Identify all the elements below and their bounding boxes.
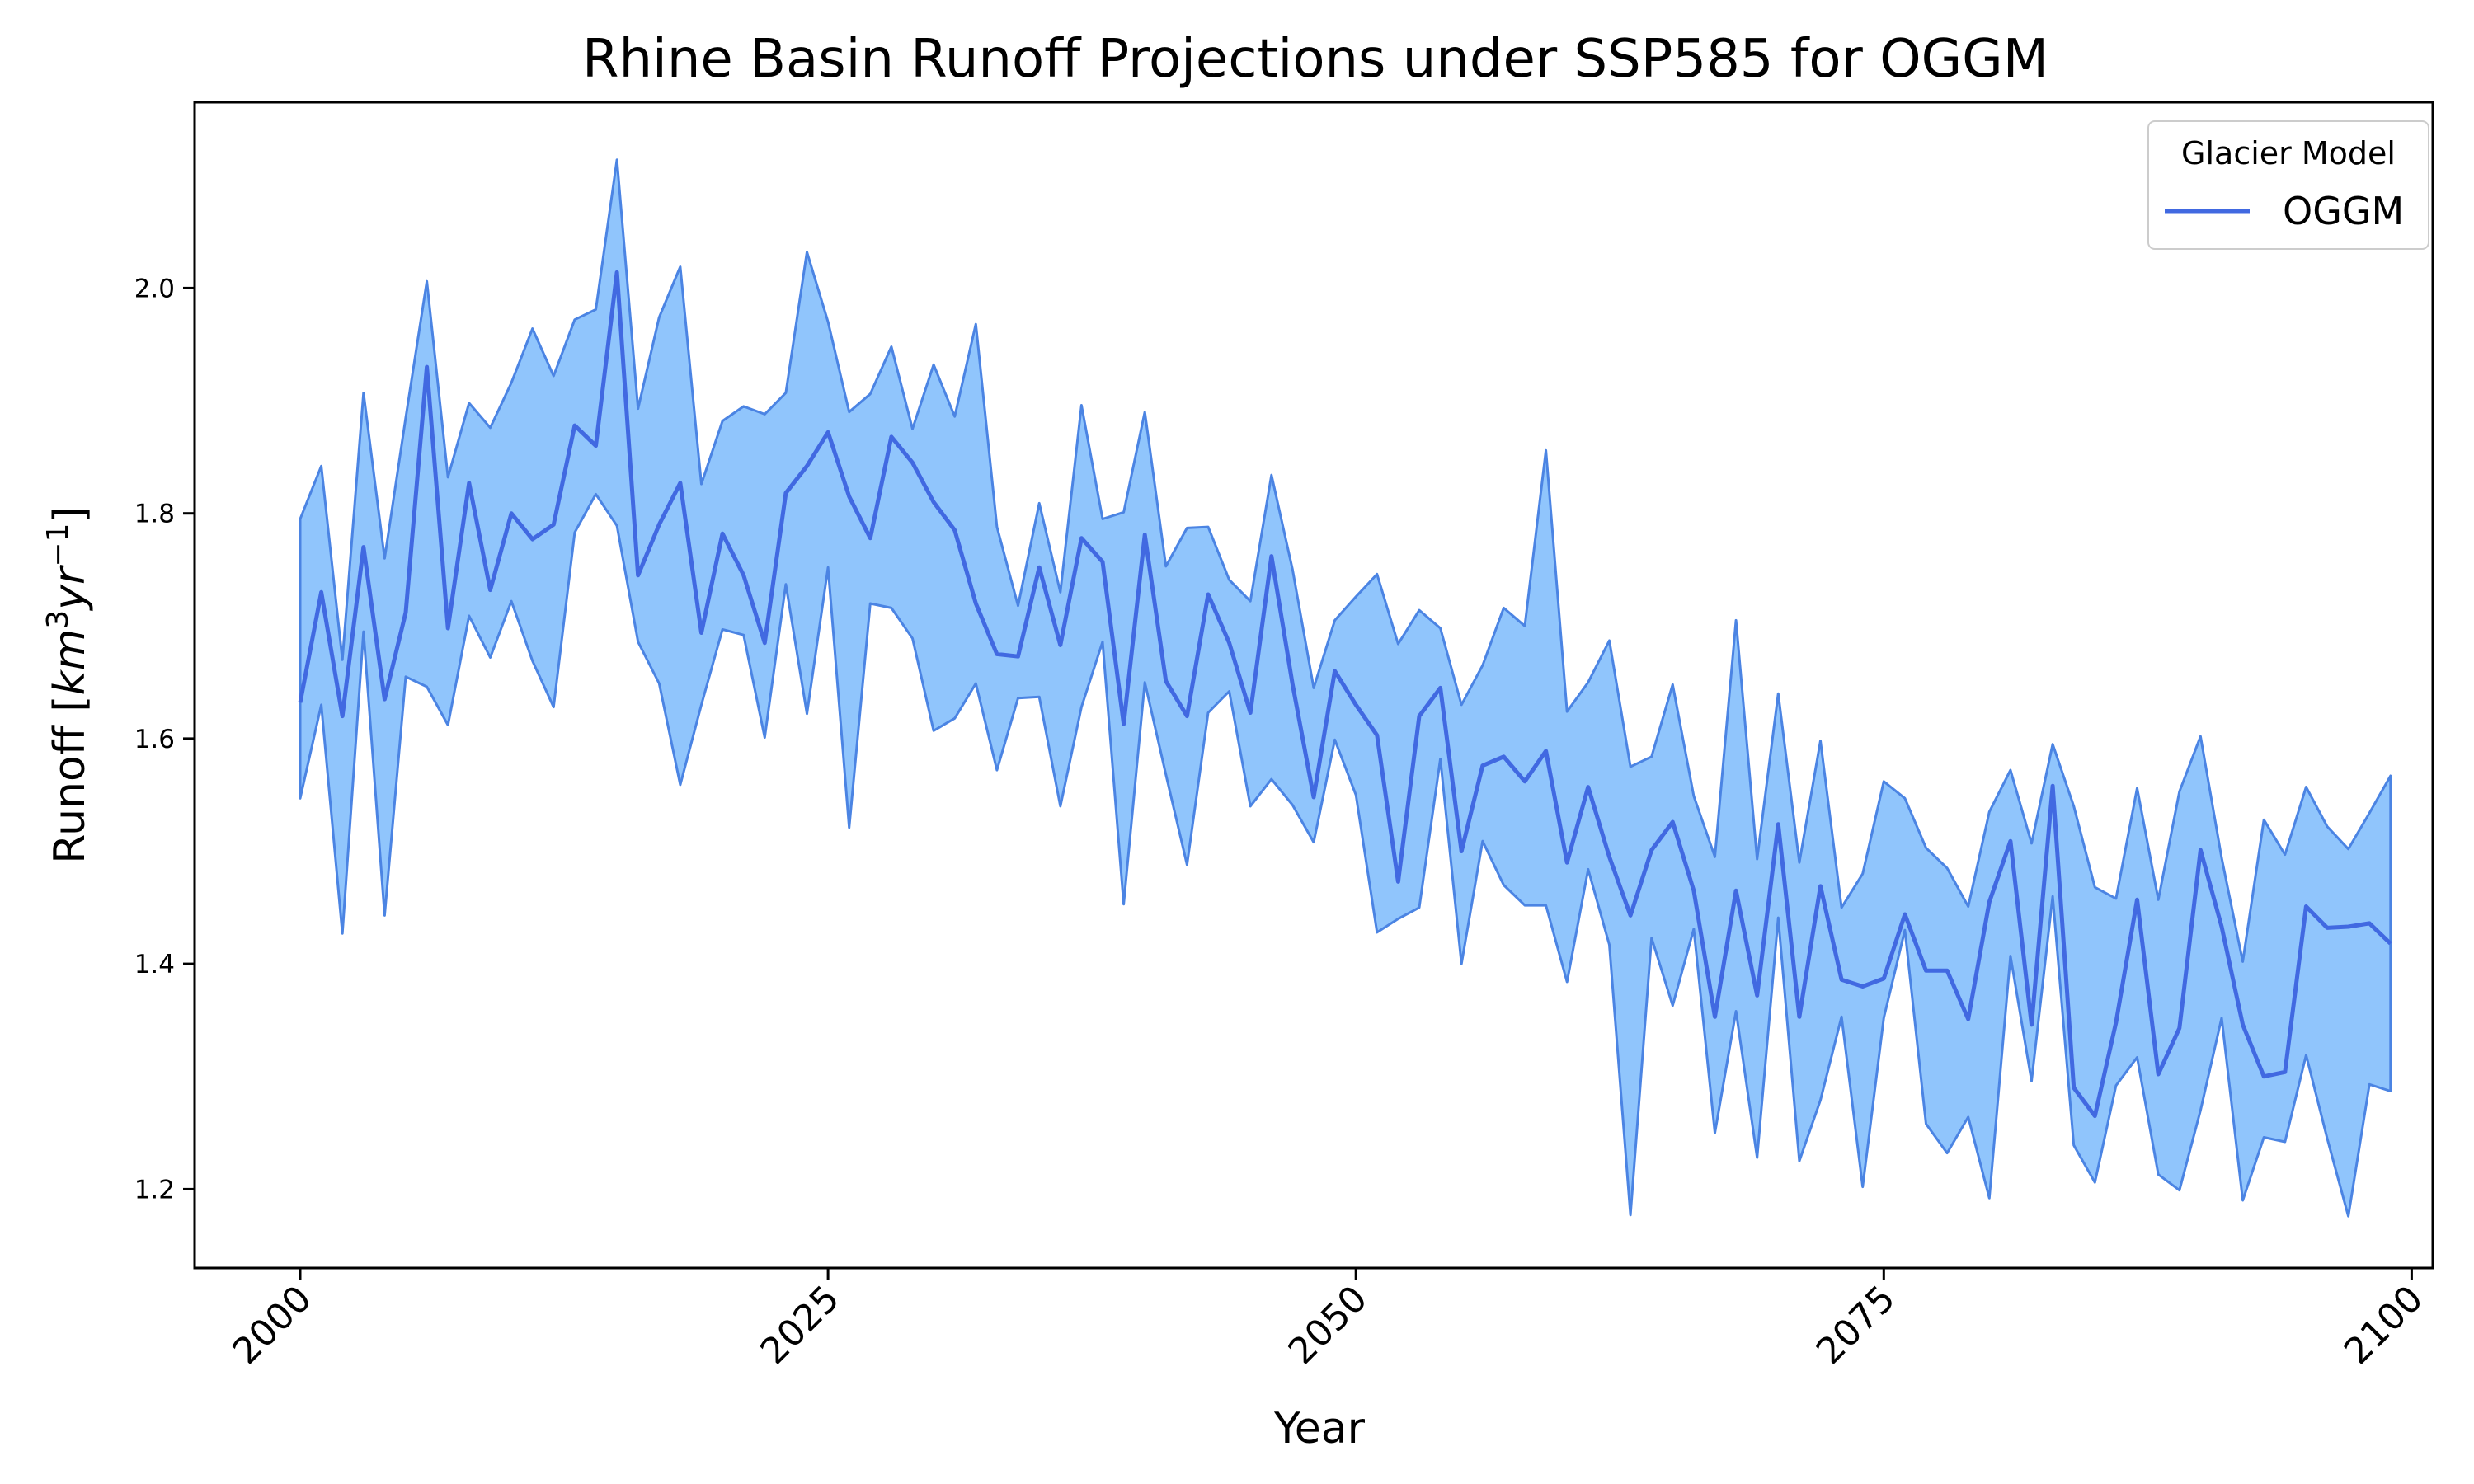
y-axis: 1.2 1.4 1.6 1.8 2.0 [134,274,195,1205]
y-axis-label-prefix: Runoff [ [45,696,95,864]
legend-label-oggm: OGGM [2283,189,2404,233]
y-axis-label: Runoff [km3yr−1] [41,506,95,863]
series-line-oggm [298,270,2392,1119]
axes-frame [193,101,2434,1270]
y-axis-label-unit2: yr [45,564,95,612]
y-tick-label: 1.8 [134,500,175,529]
x-axis-label: Year [1273,1404,1366,1453]
y-axis-label-exp1: 3 [41,610,75,629]
y-axis-label-exp2: −1 [41,524,75,567]
y-axis-label-unit1: km [45,629,95,696]
plot-area [298,158,2392,1218]
y-tick-label: 1.4 [134,950,175,979]
y-axis-label-suffix: ] [45,506,95,523]
y-tick-label: 2.0 [134,274,175,303]
legend-box [2147,120,2429,250]
legend-title: Glacier Model [2181,135,2396,171]
legend: Glacier Model OGGM [2147,120,2429,250]
chart-title: Rhine Basin Runoff Projections under SSP… [582,29,2048,90]
y-tick-label: 1.6 [134,725,175,754]
y-tick-label: 1.2 [134,1175,175,1205]
